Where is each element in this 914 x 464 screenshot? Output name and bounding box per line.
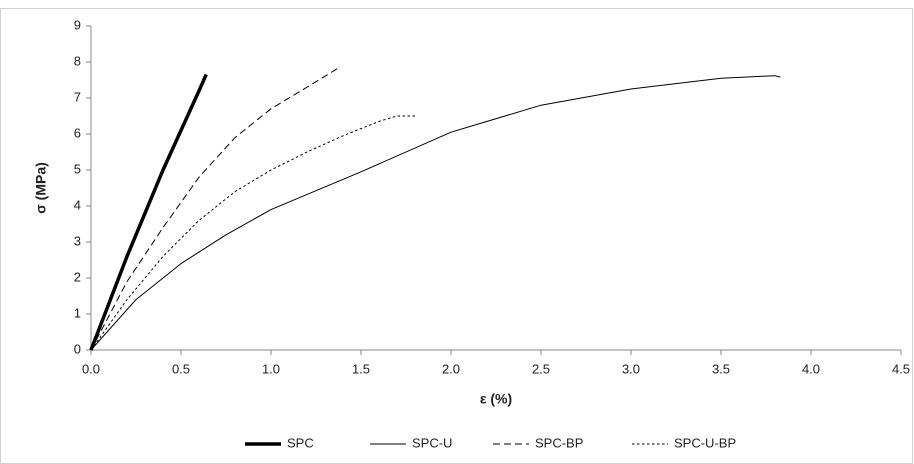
- x-axis-title: ε (%): [480, 391, 512, 407]
- y-tick-label: 8: [74, 53, 81, 68]
- legend-label: SPC-U: [412, 435, 452, 450]
- y-tick-label: 1: [74, 305, 81, 320]
- x-tick-label: 1.0: [262, 361, 280, 376]
- x-tick-label: 3.0: [622, 361, 640, 376]
- series-line: [89, 73, 208, 351]
- chart-frame: [0, 8, 913, 464]
- series-line: [90, 66, 340, 351]
- x-tick-label: 1.5: [352, 361, 370, 376]
- y-tick-label: 7: [74, 89, 81, 104]
- x-tick-label: 2.0: [442, 361, 460, 376]
- x-tick-label: 4.5: [892, 361, 910, 376]
- y-tick-label: 3: [74, 233, 81, 248]
- legend-label: SPC-BP: [535, 435, 583, 450]
- y-tick-label: 4: [74, 197, 81, 212]
- x-tick-label: 0.0: [82, 361, 100, 376]
- y-tick-label: 5: [74, 161, 81, 176]
- series-line: [90, 75, 781, 351]
- x-tick-label: 2.5: [532, 361, 550, 376]
- y-tick-label: 2: [74, 269, 81, 284]
- x-tick-label: 3.5: [712, 361, 730, 376]
- y-axis-title: σ (MPa): [33, 162, 49, 214]
- y-tick-label: 9: [74, 17, 81, 32]
- x-tick-label: 4.0: [802, 361, 820, 376]
- y-tick-label: 6: [74, 125, 81, 140]
- y-tick-label: 0: [74, 341, 81, 356]
- series-line: [90, 115, 415, 351]
- x-tick-label: 0.5: [172, 361, 190, 376]
- legend-label: SPC-U-BP: [674, 435, 736, 450]
- legend-label: SPC: [287, 435, 314, 450]
